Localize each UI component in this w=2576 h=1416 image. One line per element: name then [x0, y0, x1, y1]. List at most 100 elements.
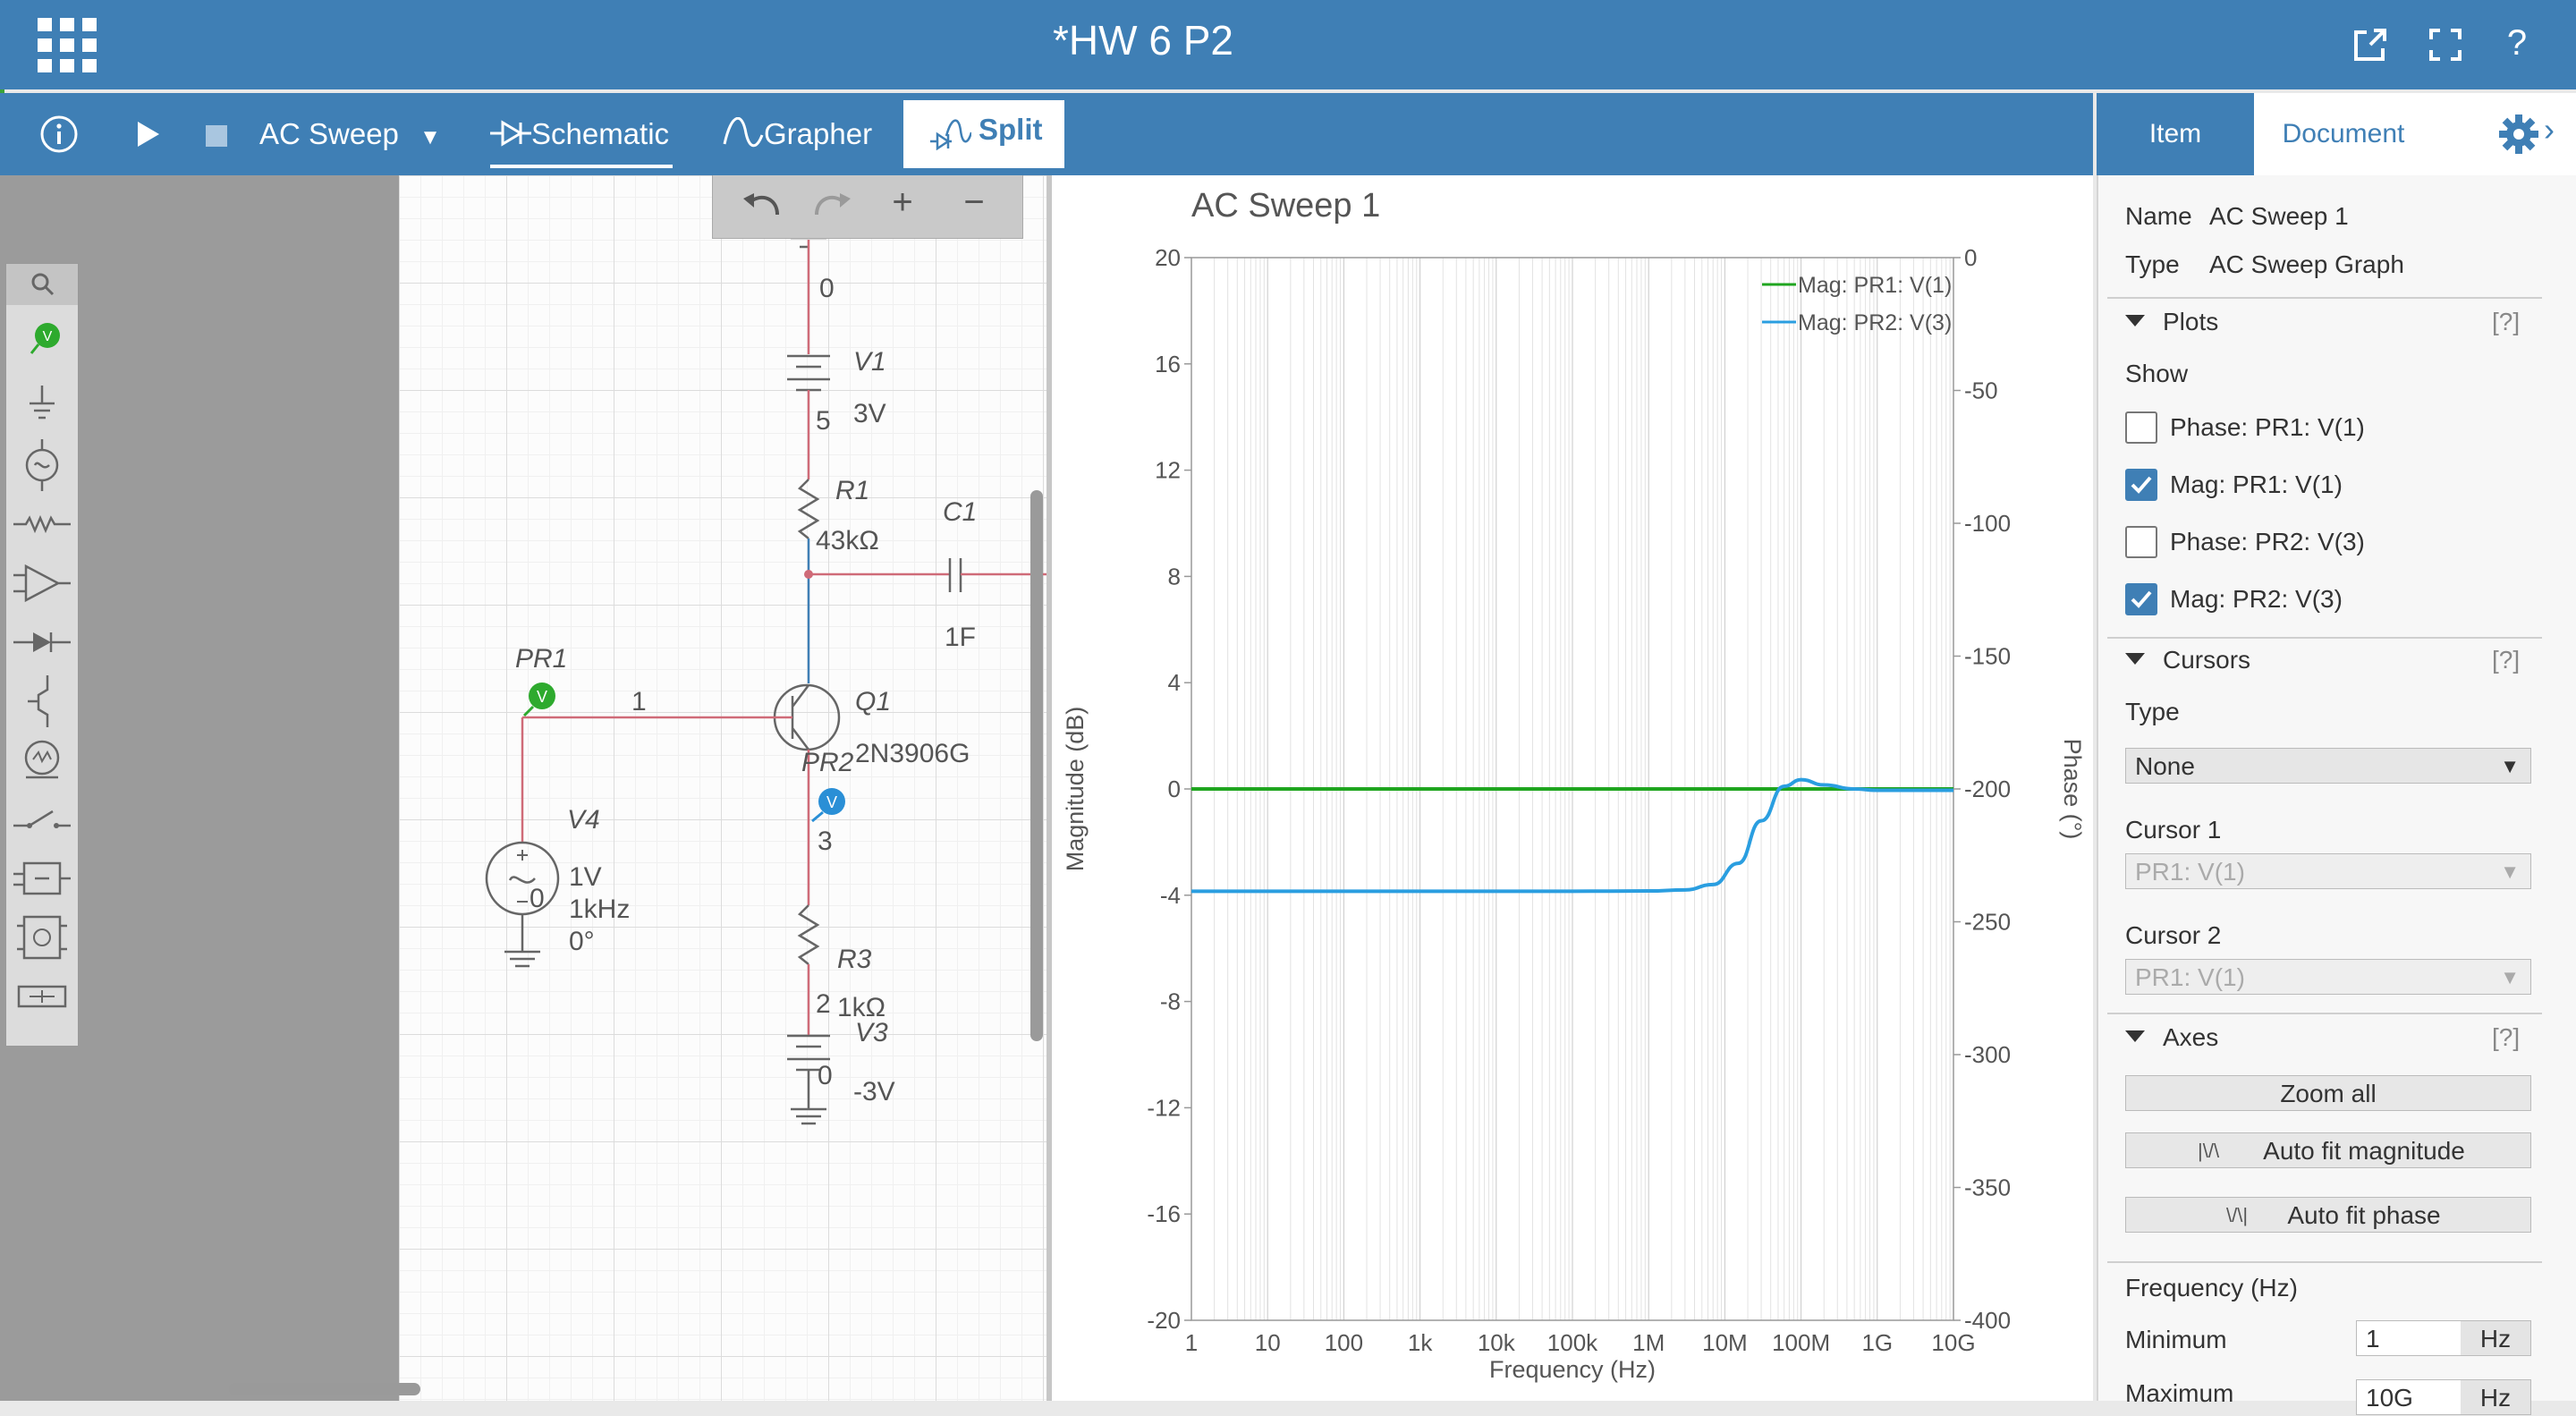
svg-text:V: V: [537, 688, 547, 706]
redo-icon[interactable]: [811, 191, 854, 224]
tab-schematic[interactable]: Schematic: [490, 113, 669, 156]
axes-section-title[interactable]: Axes: [2163, 1023, 2218, 1052]
y-tick-label: 0: [1168, 776, 1181, 802]
tab-grapher-label: Grapher: [764, 117, 872, 150]
chip-icon[interactable]: [6, 908, 78, 967]
x-tick-label: 10: [1255, 1329, 1281, 1356]
checkbox-mag-pr1[interactable]: [2125, 469, 2157, 501]
gear-icon[interactable]: [2497, 113, 2540, 156]
run-icon[interactable]: [134, 120, 161, 148]
auto-fit-phase-button[interactable]: \/\| Auto fit phase: [2125, 1197, 2531, 1233]
cursors-help-link[interactable]: [?]: [2492, 646, 2520, 674]
auto-fit-magnitude-button[interactable]: |\/\ Auto fit magnitude: [2125, 1132, 2531, 1168]
minimum-unit: Hz: [2461, 1321, 2530, 1355]
zoom-out-icon[interactable]: −: [947, 182, 1001, 223]
collapse-panel-icon[interactable]: ›: [2544, 111, 2555, 148]
r1-value: 43kΩ: [816, 526, 879, 555]
graph-panel: 1 10 100 1k 10k 100k 1M 10M 100M 1G 10G 20 16 12 8 4 0 -4…: [1052, 175, 2093, 1401]
popout-icon[interactable]: [2352, 27, 2388, 63]
ground-icon[interactable]: [6, 377, 78, 436]
checkbox-mag-pr2[interactable]: [2125, 583, 2157, 615]
frequency-label: Frequency (Hz): [2125, 1274, 2298, 1302]
connector-icon[interactable]: [6, 967, 78, 1026]
plots-section-title[interactable]: Plots: [2163, 308, 2218, 336]
y-axis-label: Magnitude (dB): [1062, 707, 1089, 872]
sim-type-label: AC Sweep: [259, 117, 399, 150]
tab-document[interactable]: Document: [2254, 93, 2433, 175]
zoom-in-icon[interactable]: +: [876, 182, 929, 223]
ac-sweep-chart[interactable]: 1 10 100 1k 10k 100k 1M 10M 100M 1G 10G 20 16 12 8 4 0 -4…: [1052, 175, 2093, 1401]
opamp-icon[interactable]: [6, 554, 78, 613]
cursor-type-select[interactable]: None ▼: [2125, 748, 2531, 784]
y-tick-label: 20: [1155, 244, 1181, 271]
y-tick-label: -16: [1147, 1200, 1181, 1227]
y2-axis-label: Phase (°): [2059, 739, 2086, 840]
component-palette: V: [5, 263, 79, 1047]
cursors-collapse-icon[interactable]: [2125, 653, 2145, 665]
show-label: Show: [2125, 360, 2188, 388]
switch-icon[interactable]: [6, 790, 78, 849]
cursors-section-title[interactable]: Cursors: [2163, 646, 2250, 674]
chart-title: AC Sweep 1: [1191, 187, 1380, 225]
minimum-label: Minimum: [2125, 1326, 2227, 1354]
plot-label-mag-pr1: Mag: PR1: V(1): [2170, 471, 2343, 499]
node0-label: 0: [819, 274, 835, 303]
maximum-frequency-input[interactable]: 10G Hz: [2356, 1379, 2531, 1415]
auto-fit-magnitude-label: Auto fit magnitude: [2263, 1137, 2465, 1165]
y2-tick-label: -300: [1964, 1041, 2011, 1068]
q1-model: 2N3906G: [855, 739, 970, 768]
checkbox-phase-pr1[interactable]: [2125, 411, 2157, 444]
cursor2-value: PR1: V(1): [2135, 963, 2245, 991]
checkmark-icon: [2127, 471, 2156, 499]
axes-collapse-icon[interactable]: [2125, 1030, 2145, 1042]
name-value[interactable]: AC Sweep 1: [2209, 202, 2349, 231]
plots-help-link[interactable]: [?]: [2492, 308, 2520, 336]
checkbox-phase-pr2[interactable]: [2125, 526, 2157, 558]
divider: [2107, 297, 2542, 299]
tab-split[interactable]: Split: [903, 100, 1064, 168]
plot-label-phase-pr1: Phase: PR1: V(1): [2170, 413, 2365, 442]
cursor1-select[interactable]: PR1: V(1) ▼: [2125, 853, 2531, 889]
search-icon[interactable]: [6, 264, 78, 305]
v4-node: 0: [530, 884, 545, 913]
chevron-down-icon: ▼: [2500, 749, 2520, 784]
ac-source-icon[interactable]: [6, 436, 78, 495]
schematic-horizontal-scrollbar[interactable]: [229, 1383, 420, 1395]
tab-item[interactable]: Item: [2097, 93, 2254, 175]
y-tick-label: -20: [1147, 1307, 1181, 1334]
help-button[interactable]: ?: [2492, 23, 2542, 70]
cursor1-label: Cursor 1: [2125, 816, 2221, 844]
cursor2-select[interactable]: PR1: V(1) ▼: [2125, 959, 2531, 995]
c1-symbol: [950, 558, 961, 592]
tab-grapher[interactable]: Grapher: [723, 113, 872, 156]
minimum-frequency-input[interactable]: 1 Hz: [2356, 1320, 2531, 1356]
info-icon[interactable]: [39, 114, 79, 154]
pr1-name: PR1: [515, 644, 567, 674]
circuit-drawing: V V 0 V1 5 3V R1 43kΩ C1 1F PR1 1 Q1 2N3…: [399, 175, 1050, 1401]
y-tick-label: -12: [1147, 1094, 1181, 1121]
light-source-icon[interactable]: [6, 731, 78, 790]
y2-tick-label: -200: [1964, 776, 2011, 802]
voltage-probe-icon[interactable]: V: [6, 312, 78, 371]
node3-label: 3: [818, 827, 833, 856]
axes-help-link[interactable]: [?]: [2492, 1023, 2520, 1052]
y-tick-label: 8: [1168, 563, 1181, 589]
x-tick-label: 1: [1185, 1329, 1198, 1356]
fullscreen-icon[interactable]: [2429, 29, 2462, 61]
schematic-vertical-scrollbar[interactable]: [1030, 490, 1043, 1041]
resistor-icon[interactable]: [6, 495, 78, 554]
diode-icon[interactable]: [6, 613, 78, 672]
zoom-all-button[interactable]: Zoom all: [2125, 1075, 2531, 1111]
transistor-icon[interactable]: [6, 672, 78, 731]
stop-icon[interactable]: [206, 125, 227, 147]
subcircuit-icon[interactable]: [6, 849, 78, 908]
checkmark-icon: [2127, 585, 2156, 614]
undo-icon[interactable]: [740, 191, 783, 224]
schematic-canvas[interactable]: V V 0 V1 5 3V R1 43kΩ C1 1F PR1 1 Q1 2N3…: [399, 175, 1050, 1401]
v3-value: -3V: [853, 1077, 895, 1107]
c1-value: 1F: [945, 623, 976, 652]
plots-collapse-icon[interactable]: [2125, 315, 2145, 326]
r3-symbol: [800, 905, 818, 964]
q1-name: Q1: [855, 687, 891, 716]
sim-type-dropdown[interactable]: AC Sweep ▼: [259, 113, 441, 156]
